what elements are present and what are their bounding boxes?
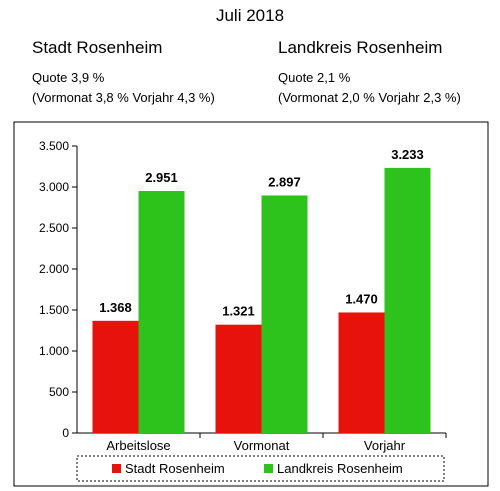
y-tick-label: 3.500	[39, 139, 69, 153]
stadt-heading: Stadt Rosenheim	[32, 38, 163, 57]
x-tick-label: Vormonat	[234, 438, 290, 453]
legend-label: Landkreis Rosenheim	[277, 461, 403, 476]
legend-swatch	[112, 464, 121, 473]
y-tick-label: 1.500	[39, 303, 69, 317]
bar	[261, 195, 308, 433]
stadt-quote: Quote 3,9 %	[32, 70, 105, 85]
data-label: 1.321	[222, 304, 255, 319]
chart-title: Juli 2018	[215, 6, 285, 25]
bar	[338, 312, 385, 433]
y-tick-label: 3.000	[39, 180, 69, 194]
bar	[92, 320, 139, 433]
data-label: 3.233	[391, 147, 424, 162]
y-tick-label: 2.000	[39, 262, 69, 276]
x-tick-label: Vorjahr	[364, 438, 406, 453]
y-tick-label: 2.500	[39, 221, 69, 235]
y-tick-label: 1.000	[39, 344, 69, 358]
data-label: 1.368	[99, 300, 132, 315]
data-label: 2.951	[145, 170, 178, 185]
y-tick-label: 0	[62, 426, 69, 440]
legend-swatch	[264, 464, 273, 473]
chart-frame	[13, 121, 489, 487]
data-label: 2.897	[268, 174, 301, 189]
x-tick-label: Arbeitslose	[106, 438, 170, 453]
stadt-comparison: (Vormonat 3,8 % Vorjahr 4,3 %)	[32, 90, 215, 105]
bar	[384, 167, 431, 434]
landkreis-comparison: (Vormonat 2,0 % Vorjahr 2,3 %)	[278, 90, 461, 105]
bar	[138, 191, 185, 433]
y-tick-label: 500	[49, 385, 69, 399]
landkreis-quote: Quote 2,1 %	[278, 70, 351, 85]
data-label: 1.470	[345, 291, 378, 306]
landkreis-heading: Landkreis Rosenheim	[278, 38, 443, 57]
bar	[215, 324, 262, 433]
legend-label: Stadt Rosenheim	[125, 461, 225, 476]
